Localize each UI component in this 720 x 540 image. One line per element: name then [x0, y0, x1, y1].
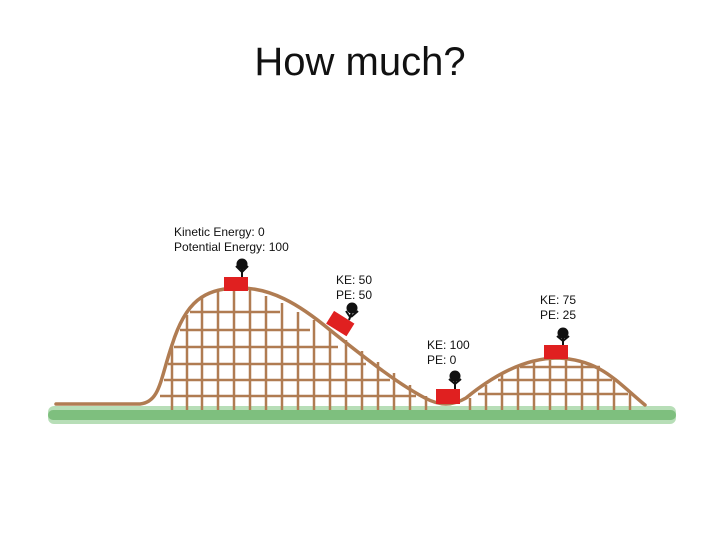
cart-mid-slope [326, 310, 355, 337]
cart-body [326, 310, 355, 337]
rider-icon [448, 370, 462, 389]
second-hill-ke-label: KE: 75 [540, 293, 576, 307]
cart-top-hill [224, 258, 249, 291]
mid-slope-pe-label: PE: 50 [336, 288, 372, 302]
cart-second-hill [544, 327, 570, 359]
second-hill-pe-label: PE: 25 [540, 308, 576, 322]
track-supports [160, 288, 632, 410]
grass-ground [48, 406, 676, 424]
top-hill-ke-label: Kinetic Energy: 0 [174, 225, 265, 239]
rider-icon [235, 258, 249, 277]
cart-body [544, 345, 568, 359]
top-hill-pe-label: Potential Energy: 100 [174, 240, 289, 254]
cart-body [436, 389, 460, 404]
cart-body [224, 277, 248, 291]
rider-icon [556, 327, 570, 345]
cart-valley [436, 370, 462, 404]
slide-title: How much? [254, 40, 466, 84]
mid-slope-ke-label: KE: 50 [336, 273, 372, 287]
valley-pe-label: PE: 0 [427, 353, 457, 367]
rider-icon [345, 302, 359, 321]
valley-ke-label: KE: 100 [427, 338, 470, 352]
